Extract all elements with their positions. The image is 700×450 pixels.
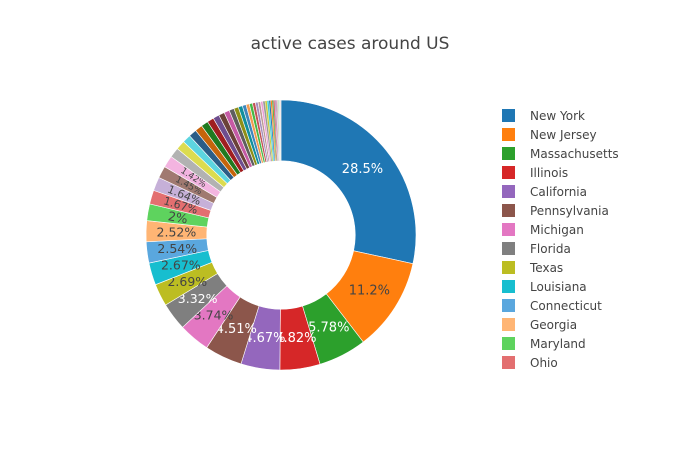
slice-label: 28.5%: [342, 162, 383, 177]
legend-swatch: [502, 204, 515, 217]
legend-swatch: [502, 299, 515, 312]
legend-item[interactable]: Ohio: [502, 353, 619, 372]
slice-label: 2.67%: [161, 258, 201, 273]
legend-item[interactable]: Illinois: [502, 163, 619, 182]
slice-label: 4.67%: [244, 331, 285, 346]
slice-label: 2%: [167, 208, 189, 226]
slice-label: 3.32%: [178, 291, 218, 306]
legend-swatch: [502, 147, 515, 160]
legend-swatch: [502, 128, 515, 141]
legend-label: Texas: [530, 260, 564, 275]
slice-label: 5.78%: [308, 321, 349, 336]
legend-swatch: [502, 109, 515, 122]
legend-item[interactable]: Massachusetts: [502, 144, 619, 163]
chart-title: active cases around US: [250, 34, 450, 54]
legend-item[interactable]: Texas: [502, 258, 619, 277]
legend-label: California: [530, 184, 587, 199]
legend-item[interactable]: California: [502, 182, 619, 201]
legend-swatch: [502, 166, 515, 179]
legend-label: Ohio: [530, 355, 558, 370]
legend-label: Connecticut: [530, 298, 602, 313]
legend-swatch: [502, 318, 515, 331]
legend-swatch: [502, 280, 515, 293]
slice-label: 2.54%: [157, 241, 197, 256]
legend-label: Georgia: [530, 317, 578, 332]
slice-label: 2.69%: [167, 274, 207, 289]
legend-item[interactable]: Michigan: [502, 220, 619, 239]
legend-item[interactable]: Connecticut: [502, 296, 619, 315]
slice-label: 11.2%: [349, 283, 390, 298]
chart-legend: New York New Jersey Massachusetts Illinois C…: [502, 106, 619, 372]
legend-swatch: [502, 261, 515, 274]
legend-label: New Jersey: [530, 127, 597, 142]
legend-label: Louisiana: [530, 279, 587, 294]
legend-label: Florida: [530, 241, 571, 256]
legend-label: Massachusetts: [530, 146, 619, 161]
legend-label: Maryland: [530, 336, 586, 351]
slice-label: 4.51%: [216, 322, 257, 337]
legend-swatch: [502, 356, 515, 369]
slice-label: 3.74%: [194, 307, 234, 322]
slice-label: 4.82%: [275, 331, 316, 346]
legend-item[interactable]: Florida: [502, 239, 619, 258]
legend-item[interactable]: Georgia: [502, 315, 619, 334]
legend-swatch: [502, 337, 515, 350]
legend-label: New York: [530, 108, 585, 123]
legend-item[interactable]: Maryland: [502, 334, 619, 353]
legend-swatch: [502, 242, 515, 255]
legend-label: Michigan: [530, 222, 584, 237]
legend-label: Pennsylvania: [530, 203, 609, 218]
legend-item[interactable]: Louisiana: [502, 277, 619, 296]
legend-item[interactable]: New York: [502, 106, 619, 125]
legend-item[interactable]: Pennsylvania: [502, 201, 619, 220]
legend-label: Illinois: [530, 165, 569, 180]
legend-swatch: [502, 185, 515, 198]
legend-item[interactable]: New Jersey: [502, 125, 619, 144]
legend-swatch: [502, 223, 515, 236]
pie-slice[interactable]: [280, 99, 417, 265]
slice-label: 2.52%: [157, 225, 197, 240]
